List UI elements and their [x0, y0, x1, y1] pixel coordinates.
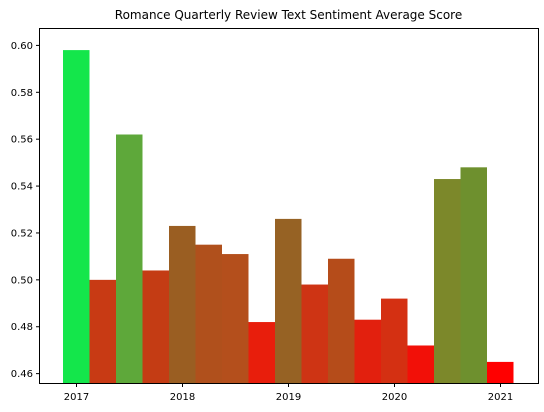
y-tick-label: 0.60 — [11, 41, 33, 52]
y-tick-label: 0.50 — [11, 275, 33, 286]
bar-2018-q3 — [222, 254, 249, 383]
bar-2020-q2 — [407, 345, 434, 383]
bar-2019-q2 — [301, 284, 328, 383]
plot-frame — [39, 28, 539, 384]
bar-2019-q4 — [354, 319, 381, 383]
y-tick-label: 0.56 — [11, 135, 33, 146]
bar-2019-q3 — [328, 258, 355, 383]
x-tick-label: 2021 — [488, 392, 513, 403]
bars-layer — [63, 50, 514, 383]
bar-2020-q1 — [381, 298, 408, 383]
x-tick-label: 2017 — [64, 392, 89, 403]
y-tick-label: 0.52 — [11, 228, 33, 239]
chart-title: Romance Quarterly Review Text Sentiment … — [115, 8, 462, 22]
y-tick-label: 0.48 — [11, 322, 33, 333]
bar-2020-q3 — [434, 179, 461, 383]
y-tick-label: 0.54 — [11, 182, 33, 193]
bar-2018-q2 — [195, 244, 222, 383]
x-tick-label: 2020 — [382, 392, 407, 403]
bar-2017-q1 — [63, 50, 90, 383]
x-tick-label: 2018 — [170, 392, 195, 403]
bar-2018-q1 — [169, 225, 196, 383]
bar-2019-q1 — [275, 218, 302, 383]
y-tick-label: 0.58 — [11, 88, 33, 99]
x-tick-label: 2019 — [276, 392, 301, 403]
bar-2018-q4 — [248, 322, 275, 383]
y-tick-label: 0.46 — [11, 369, 33, 380]
bar-2017-q3 — [116, 134, 143, 383]
bar-2021-q1 — [487, 361, 514, 383]
bar-2020-q4 — [460, 167, 487, 383]
bar-2017-q4 — [142, 270, 169, 383]
bar-2017-q2 — [89, 279, 116, 383]
